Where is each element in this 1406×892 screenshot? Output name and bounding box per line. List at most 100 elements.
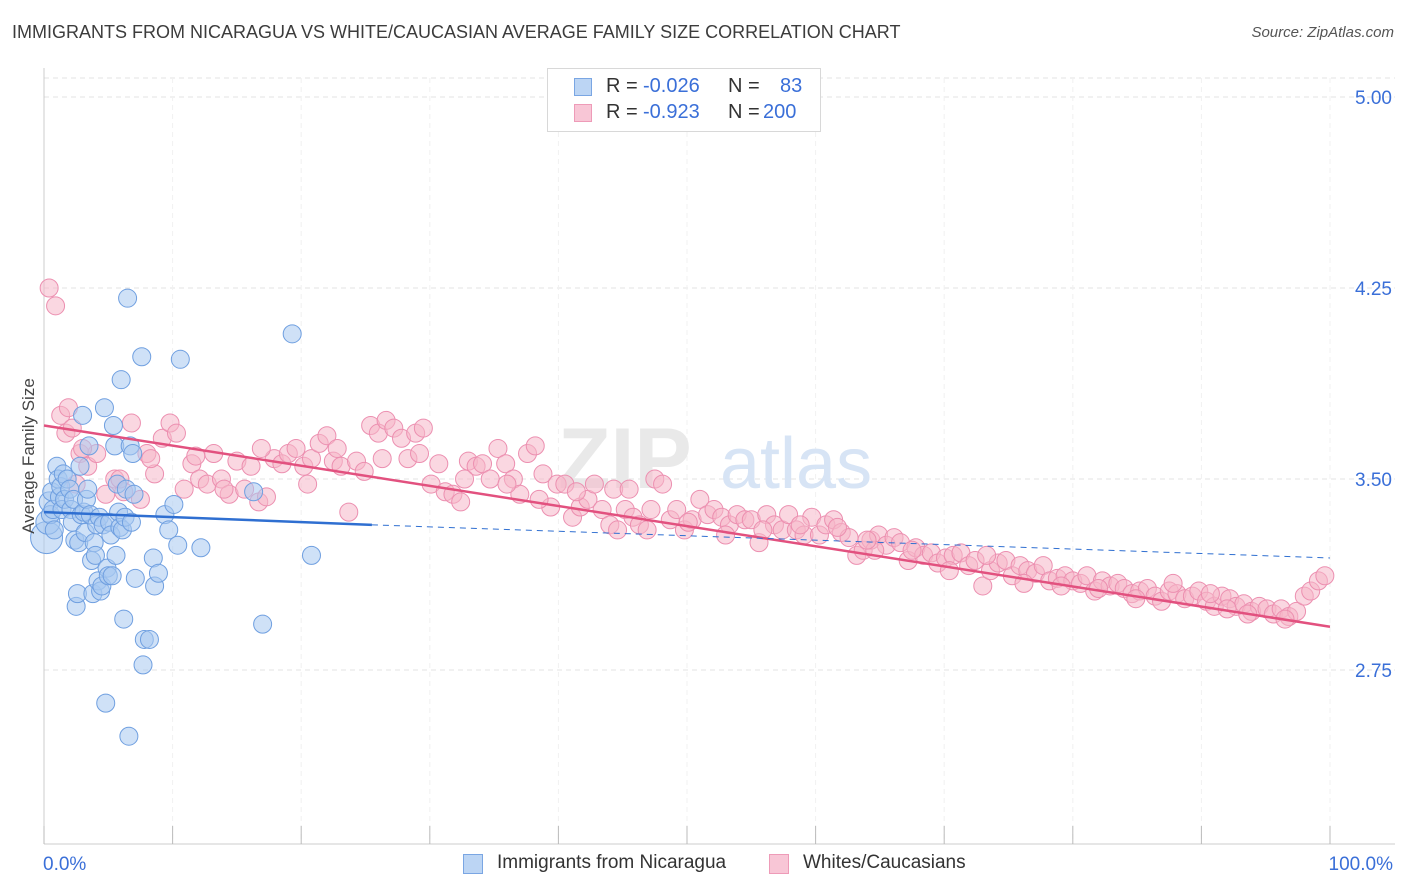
bottom-legend-label: Immigrants from Nicaragua [497, 852, 727, 873]
whites-point [174, 479, 194, 499]
whites-point [141, 449, 161, 469]
whites-point [790, 515, 810, 535]
legend-r-value: -0.923 [643, 101, 700, 123]
whites-point [939, 561, 959, 581]
whites-point [413, 418, 433, 438]
whites-point [1200, 584, 1220, 604]
whites-point [857, 530, 877, 550]
whites-trend-line [43, 424, 1331, 628]
bottom-legend-swatch-blue [463, 854, 483, 874]
legend-n-label: N = [728, 101, 760, 123]
nicaragua-point [124, 484, 144, 504]
nicaragua-point [103, 416, 123, 436]
legend-n-value: 200 [763, 101, 797, 123]
nicaragua-point [119, 726, 139, 746]
nicaragua-point [94, 398, 114, 418]
nicaragua-point [78, 479, 98, 499]
whites-point [286, 438, 306, 458]
whites-point [46, 296, 66, 316]
whites-point [488, 438, 508, 458]
y-tick-label: 3.50 [1355, 470, 1392, 491]
nicaragua-point [102, 566, 122, 586]
nicaragua-point [282, 324, 302, 344]
nicaragua-point [164, 494, 184, 514]
whites-point [641, 500, 661, 520]
x-tick-label-max: 100.0% [1329, 854, 1394, 875]
whites-point [637, 520, 657, 540]
whites-point [317, 426, 337, 446]
nicaragua-point [118, 288, 138, 308]
nicaragua-point [79, 436, 99, 456]
nicaragua-point [85, 545, 105, 565]
nicaragua-point [170, 349, 190, 369]
whites-point [678, 512, 698, 532]
whites-point [214, 479, 234, 499]
whites-point [410, 444, 430, 464]
legend-swatch-pink [574, 104, 592, 122]
whites-point [973, 576, 993, 596]
trend-lines [43, 424, 1331, 628]
whites-point [1163, 573, 1183, 593]
whites-point [690, 489, 710, 509]
whites-point [298, 474, 318, 494]
legend-r-label: R = [606, 101, 638, 123]
stats-legend: R = -0.026 N = 83 R = -0.923 N = 200 [547, 68, 821, 132]
nicaragua-point [301, 545, 321, 565]
series-whites-points [39, 278, 1335, 629]
whites-point [827, 517, 847, 537]
whites-point [667, 500, 687, 520]
nicaragua-point [253, 614, 273, 634]
whites-point [1126, 589, 1146, 609]
whites-point [455, 469, 475, 489]
y-tick-label: 4.25 [1355, 279, 1392, 300]
nicaragua-point [148, 563, 168, 583]
y-axis-title: Average Family Size [19, 378, 38, 534]
bottom-legend-label: Whites/Caucasians [803, 852, 966, 873]
whites-point [608, 520, 628, 540]
nicaragua-point [159, 520, 179, 540]
nicaragua-point [133, 655, 153, 675]
nicaragua-point [73, 405, 93, 425]
nicaragua-point [191, 538, 211, 558]
whites-point [1315, 566, 1335, 586]
nicaragua-point [114, 609, 134, 629]
whites-point [902, 540, 922, 560]
whites-point [533, 464, 553, 484]
nicaragua-point [125, 568, 145, 588]
whites-point [566, 482, 586, 502]
legend-n-value: 83 [780, 75, 803, 97]
watermark-atlas: atlas [720, 424, 872, 504]
nicaragua-point [168, 535, 188, 555]
nicaragua-point [96, 693, 116, 713]
whites-point [166, 423, 186, 443]
whites-point [525, 436, 545, 456]
whites-point [473, 454, 493, 474]
nicaragua-point [244, 482, 264, 502]
nicaragua-point [111, 370, 131, 390]
whites-point [619, 479, 639, 499]
whites-point [327, 438, 347, 458]
nicaragua-trend-line [43, 510, 372, 527]
nicaragua-point [132, 347, 152, 367]
whites-point [429, 454, 449, 474]
legend-n-label: N = [728, 75, 760, 97]
whites-point [977, 545, 997, 565]
nicaragua-point [106, 545, 126, 565]
whites-point [451, 492, 471, 512]
whites-point [39, 278, 59, 298]
whites-point [496, 454, 516, 474]
whites-point [372, 449, 392, 469]
legend-r-value: -0.026 [643, 75, 700, 97]
tick-labels: 2.75 3.50 4.25 5.00 0.0% 100.0% [43, 88, 1393, 875]
legend-swatch-blue [574, 78, 592, 96]
whites-point [497, 474, 517, 494]
nicaragua-point [123, 444, 143, 464]
whites-point [529, 489, 549, 509]
nicaragua-point [121, 512, 141, 532]
y-tick-label: 2.75 [1355, 661, 1392, 682]
whites-point [251, 438, 271, 458]
legend-r-label: R = [606, 75, 638, 97]
nicaragua-point [70, 456, 90, 476]
whites-point [480, 469, 500, 489]
